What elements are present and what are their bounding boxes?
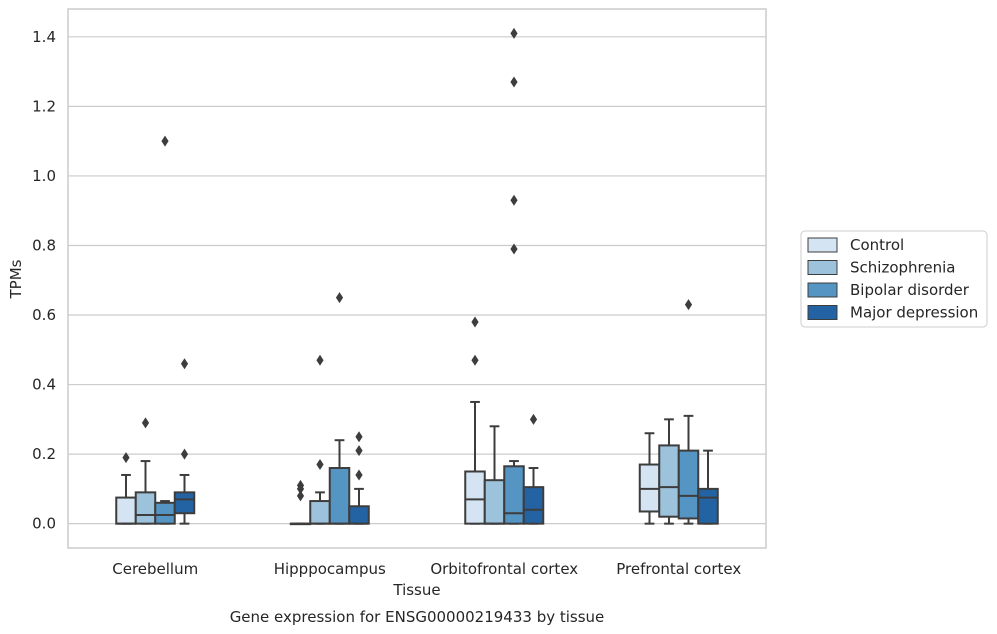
y-tick-label: 1.4 — [32, 28, 56, 46]
outlier-point — [355, 469, 363, 481]
y-tick-label: 0.6 — [32, 306, 56, 324]
box-body — [677, 449, 700, 520]
outlier-point — [335, 292, 344, 304]
box-body — [464, 470, 486, 525]
legend: Control Schizophrenia Bipolar disorder Majo… — [800, 230, 988, 328]
outlier-point — [316, 354, 324, 366]
box-body — [483, 479, 506, 525]
chart-caption: Gene expression for ENSG00000219433 by t… — [230, 608, 605, 626]
box-body — [697, 487, 719, 525]
box-schizophrenia — [483, 425, 506, 525]
box-body — [658, 444, 680, 518]
y-axis-ticks: 0.0 0.2 0.4 0.6 0.8 1.0 1.2 1.4 — [32, 28, 56, 533]
box-body — [154, 501, 176, 525]
legend-swatch — [807, 260, 838, 275]
x-tick-label: Orbitofrontal cortex — [430, 560, 578, 578]
y-tick-label: 0.4 — [32, 376, 56, 394]
boxes — [115, 27, 719, 526]
box-schizophrenia — [309, 354, 331, 525]
box-control — [638, 432, 661, 525]
box-body — [503, 465, 525, 525]
y-tick-label: 1.0 — [32, 167, 56, 185]
outlier-point — [296, 479, 305, 491]
box-body — [173, 491, 196, 515]
box-body — [309, 500, 331, 525]
box-major-depression — [697, 449, 719, 525]
outlier-point — [180, 358, 189, 370]
box-control — [289, 479, 312, 526]
x-axis-label: Tissue — [392, 581, 440, 599]
outlier-point — [529, 413, 538, 425]
outlier-point — [141, 417, 150, 429]
box-major-depression — [348, 431, 370, 525]
outlier-point — [355, 431, 363, 443]
outlier-point — [471, 354, 479, 366]
x-tick-label: Prefrontal cortex — [616, 560, 741, 578]
outlier-point — [510, 27, 518, 39]
outlier-point — [510, 194, 518, 206]
outlier-point — [510, 243, 518, 255]
outlier-point — [684, 299, 693, 311]
legend-label: Major depression — [850, 304, 978, 322]
y-axis-label: TPMs — [7, 259, 25, 299]
x-tick-label: Hipppocampus — [274, 560, 386, 578]
y-tick-label: 1.2 — [32, 97, 56, 115]
box-major-depression — [173, 358, 196, 525]
box-major-depression — [522, 413, 545, 525]
x-axis-ticks: Cerebellum Hipppocampus Orbitofrontal cort… — [112, 560, 741, 578]
legend-label: Schizophrenia — [850, 259, 955, 277]
outlier-point — [296, 490, 305, 502]
box-body — [134, 491, 157, 525]
outlier-point — [180, 448, 189, 460]
box-control — [464, 316, 486, 525]
x-tick-label: Cerebellum — [112, 560, 198, 578]
box-body — [348, 505, 370, 525]
legend-label: Bipolar disorder — [850, 281, 970, 299]
legend-swatch — [807, 237, 838, 253]
box-bipolar-disorder — [154, 135, 176, 525]
box-bipolar-disorder — [328, 292, 351, 525]
legend-label: Control — [850, 236, 904, 254]
box-schizophrenia — [658, 418, 680, 525]
outlier-point — [471, 316, 479, 328]
y-tick-label: 0.2 — [32, 445, 56, 463]
outlier-point — [510, 76, 518, 88]
box-bipolar-disorder — [677, 299, 700, 525]
box-control — [115, 452, 137, 525]
box-body — [328, 467, 351, 525]
box-bipolar-disorder — [503, 27, 525, 525]
plot-frame — [67, 8, 767, 549]
box-body — [115, 496, 137, 525]
outlier-point — [316, 459, 324, 471]
y-tick-label: 0.0 — [32, 515, 56, 533]
legend-swatch — [807, 282, 838, 298]
legend-swatch — [807, 305, 838, 320]
box-body — [522, 486, 545, 525]
outlier-point — [122, 452, 130, 464]
y-tick-label: 0.8 — [32, 236, 56, 254]
legend-frame — [800, 230, 988, 328]
outlier-point — [355, 445, 363, 457]
outlier-point — [161, 135, 169, 147]
box-schizophrenia — [134, 417, 157, 525]
